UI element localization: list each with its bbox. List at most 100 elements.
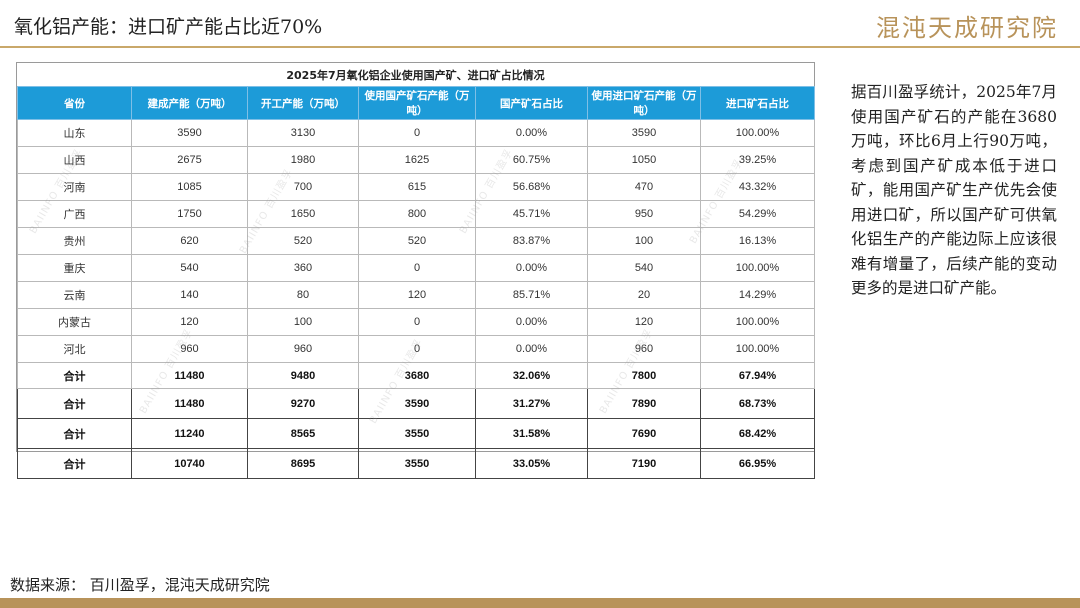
table-cell: 520	[247, 227, 359, 255]
column-header-imported-ore-capacity: 使用进口矿石产能（万吨）	[587, 86, 701, 120]
table-cell: 0	[358, 308, 476, 336]
table-cell: 960	[247, 335, 359, 363]
table-cell: 云南	[17, 281, 132, 309]
table-row: 贵州 620 520 520 83.87% 100 16.13%	[17, 227, 815, 255]
table-cell: 11480	[131, 362, 248, 389]
table-row: 河北 960 960 0 0.00% 960 100.00%	[17, 335, 815, 363]
table-cell: 1625	[358, 146, 476, 174]
table-cell: 54.29%	[700, 200, 815, 228]
table-cell: 66.95%	[700, 448, 815, 479]
table-cell: 11240	[131, 418, 248, 449]
table-total-row: 合计 10740 8695 3550 33.05% 7190 66.95%	[17, 448, 815, 479]
table-cell: 540	[587, 254, 701, 282]
column-header-operating-capacity: 开工产能（万吨）	[247, 86, 359, 120]
table-cell: 14.29%	[700, 281, 815, 309]
table-header-row: 省份 建成产能（万吨） 开工产能（万吨） 使用国产矿石产能（万吨） 国产矿石占比…	[17, 86, 815, 120]
table-cell: 43.32%	[700, 173, 815, 201]
table-cell: 100.00%	[700, 335, 815, 363]
table-cell: 1750	[131, 200, 248, 228]
table-cell: 7690	[587, 418, 701, 449]
table-row: 广西 1750 1650 800 45.71% 950 54.29%	[17, 200, 815, 228]
table-cell: 1650	[247, 200, 359, 228]
table-cell: 100.00%	[700, 254, 815, 282]
table-cell: 620	[131, 227, 248, 255]
table-cell: 68.42%	[700, 418, 815, 449]
data-source-note: 数据来源： 百川盈孚，混沌天成研究院	[10, 576, 270, 594]
table-cell: 重庆	[17, 254, 132, 282]
table-row: 山东 3590 3130 0 0.00% 3590 100.00%	[17, 119, 815, 147]
table-cell: 1085	[131, 173, 248, 201]
data-table-panel: 2025年7月氧化铝企业使用国产矿、进口矿占比情况 省份 建成产能（万吨） 开工…	[16, 62, 815, 479]
table-cell: 100	[587, 227, 701, 255]
table-cell: 3680	[358, 362, 476, 389]
table-cell: 39.25%	[700, 146, 815, 174]
table-cell: 10740	[131, 448, 248, 479]
brand-logo: 混沌天成研究院	[876, 14, 1058, 42]
table-total-row: 合计 11480 9480 3680 32.06% 7800 67.94%	[17, 362, 815, 389]
table-cell: 83.87%	[475, 227, 588, 255]
page-title: 氧化铝产能：进口矿产能占比近70%	[14, 16, 323, 38]
table-total-row: 合计 11480 9270 3590 31.27% 7890 68.73%	[17, 388, 815, 419]
table-cell: 120	[131, 308, 248, 336]
table-cell: 31.58%	[475, 418, 588, 449]
table-cell: 56.68%	[475, 173, 588, 201]
table-cell: 1050	[587, 146, 701, 174]
table-total-row: 合计 11240 8565 3550 31.58% 7690 68.42%	[17, 418, 815, 449]
table-cell: 贵州	[17, 227, 132, 255]
table-cell: 85.71%	[475, 281, 588, 309]
table-cell: 11480	[131, 388, 248, 419]
table-caption: 2025年7月氧化铝企业使用国产矿、进口矿占比情况	[286, 69, 545, 82]
table-cell: 68.73%	[700, 388, 815, 419]
table-cell: 80	[247, 281, 359, 309]
table-cell: 9480	[247, 362, 359, 389]
footer-bar	[0, 598, 1080, 608]
table-row: 山西 2675 1980 1625 60.75% 1050 39.25%	[17, 146, 815, 174]
header-divider	[0, 46, 1080, 48]
table-cell: 河北	[17, 335, 132, 363]
table-cell: 32.06%	[475, 362, 588, 389]
column-header-domestic-ore-share: 国产矿石占比	[475, 86, 588, 120]
table-cell: 360	[247, 254, 359, 282]
table-cell: 700	[247, 173, 359, 201]
column-header-imported-ore-share: 进口矿石占比	[700, 86, 815, 120]
table-cell: 20	[587, 281, 701, 309]
table-cell: 960	[587, 335, 701, 363]
table-row: 内蒙古 120 100 0 0.00% 120 100.00%	[17, 308, 815, 336]
table-cell: 0.00%	[475, 335, 588, 363]
table-cell: 3550	[358, 448, 476, 479]
table-cell: 60.75%	[475, 146, 588, 174]
table-cell: 3590	[587, 119, 701, 147]
table-cell: 100.00%	[700, 119, 815, 147]
table-cell: 8695	[247, 448, 359, 479]
table-cell: 山东	[17, 119, 132, 147]
table-cell: 520	[358, 227, 476, 255]
table-cell: 合计	[17, 448, 132, 479]
table-cell: 0	[358, 119, 476, 147]
table-cell: 山西	[17, 146, 132, 174]
table-cell: 0.00%	[475, 119, 588, 147]
table-cell: 0	[358, 335, 476, 363]
table-cell: 7890	[587, 388, 701, 419]
table-cell: 3130	[247, 119, 359, 147]
table-cell: 0.00%	[475, 254, 588, 282]
table-cell: 470	[587, 173, 701, 201]
table-row: 重庆 540 360 0 0.00% 540 100.00%	[17, 254, 815, 282]
table-cell: 140	[131, 281, 248, 309]
table-row: 云南 140 80 120 85.71% 20 14.29%	[17, 281, 815, 309]
table-cell: 0	[358, 254, 476, 282]
table-cell: 合计	[17, 418, 132, 449]
table-cell: 800	[358, 200, 476, 228]
table-cell: 内蒙古	[17, 308, 132, 336]
data-table: 省份 建成产能（万吨） 开工产能（万吨） 使用国产矿石产能（万吨） 国产矿石占比…	[17, 86, 815, 479]
table-cell: 广西	[17, 200, 132, 228]
column-header-province: 省份	[17, 86, 132, 120]
table-cell: 河南	[17, 173, 132, 201]
table-cell: 120	[587, 308, 701, 336]
table-cell: 9270	[247, 388, 359, 419]
table-cell: 合计	[17, 362, 132, 389]
table-cell: 120	[358, 281, 476, 309]
table-cell: 0.00%	[475, 308, 588, 336]
table-cell: 合计	[17, 388, 132, 419]
column-header-built-capacity: 建成产能（万吨）	[131, 86, 248, 120]
table-cell: 3550	[358, 418, 476, 449]
